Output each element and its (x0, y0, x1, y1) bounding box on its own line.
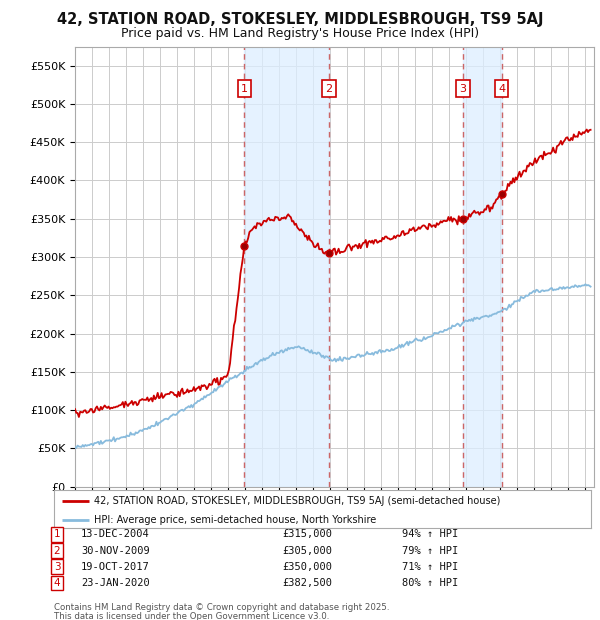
Text: 23-JAN-2020: 23-JAN-2020 (81, 578, 150, 588)
Text: 2: 2 (53, 546, 61, 556)
Text: 4: 4 (53, 578, 61, 588)
Text: 19-OCT-2017: 19-OCT-2017 (81, 562, 150, 572)
Text: 1: 1 (241, 84, 248, 94)
Text: £315,000: £315,000 (282, 529, 332, 539)
Text: 1: 1 (53, 529, 61, 539)
Text: 13-DEC-2004: 13-DEC-2004 (81, 529, 150, 539)
Text: £382,500: £382,500 (282, 578, 332, 588)
Text: 4: 4 (498, 84, 505, 94)
Text: This data is licensed under the Open Government Licence v3.0.: This data is licensed under the Open Gov… (54, 612, 329, 620)
Bar (463, 46, 502, 487)
Text: 94% ↑ HPI: 94% ↑ HPI (402, 529, 458, 539)
Text: Price paid vs. HM Land Registry's House Price Index (HPI): Price paid vs. HM Land Registry's House … (121, 27, 479, 40)
Text: 71% ↑ HPI: 71% ↑ HPI (402, 562, 458, 572)
Text: 3: 3 (53, 562, 61, 572)
Text: 79% ↑ HPI: 79% ↑ HPI (402, 546, 458, 556)
Text: HPI: Average price, semi-detached house, North Yorkshire: HPI: Average price, semi-detached house,… (94, 515, 377, 525)
Text: 42, STATION ROAD, STOKESLEY, MIDDLESBROUGH, TS9 5AJ (semi-detached house): 42, STATION ROAD, STOKESLEY, MIDDLESBROU… (94, 495, 500, 505)
Text: 2: 2 (325, 84, 332, 94)
Text: 30-NOV-2009: 30-NOV-2009 (81, 546, 150, 556)
Bar (244, 46, 329, 487)
Text: 3: 3 (460, 84, 466, 94)
Text: 42, STATION ROAD, STOKESLEY, MIDDLESBROUGH, TS9 5AJ: 42, STATION ROAD, STOKESLEY, MIDDLESBROU… (57, 12, 543, 27)
Text: Contains HM Land Registry data © Crown copyright and database right 2025.: Contains HM Land Registry data © Crown c… (54, 603, 389, 612)
Text: 80% ↑ HPI: 80% ↑ HPI (402, 578, 458, 588)
Text: £350,000: £350,000 (282, 562, 332, 572)
Text: £305,000: £305,000 (282, 546, 332, 556)
